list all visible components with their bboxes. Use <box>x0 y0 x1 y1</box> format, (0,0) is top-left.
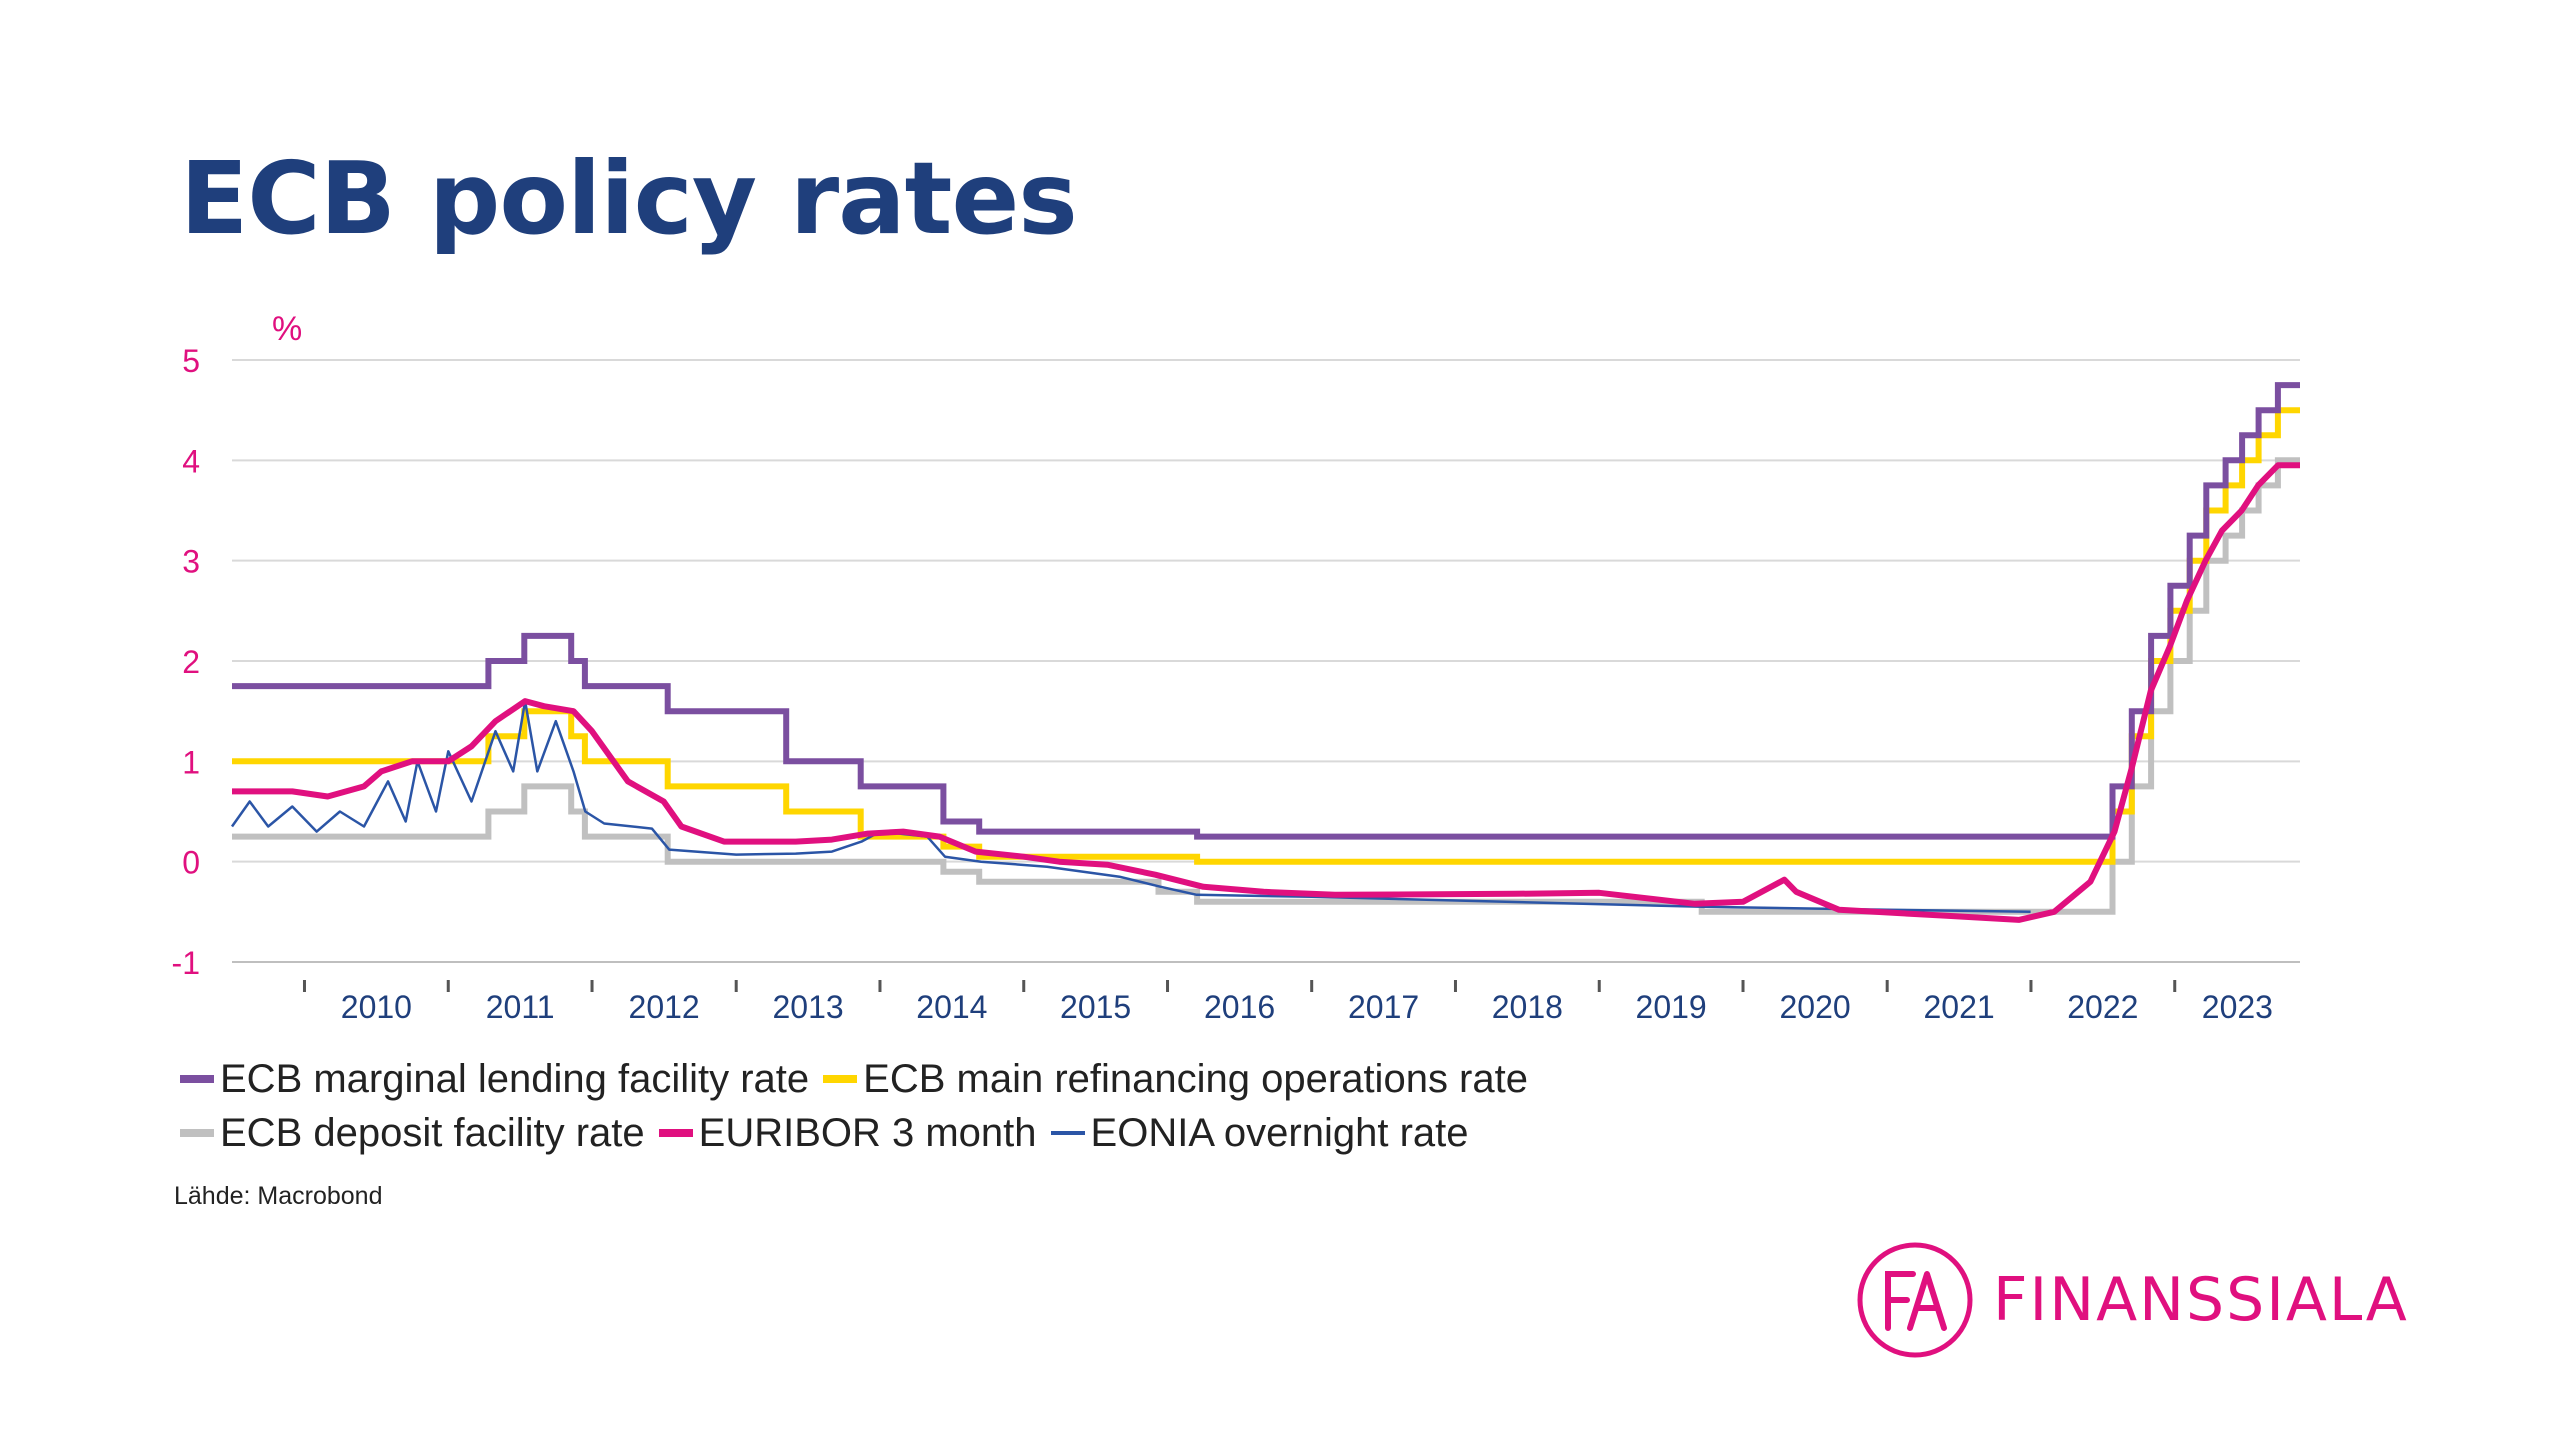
legend-swatch-purple <box>180 1075 214 1083</box>
legend-label: ECB main refinancing operations rate <box>863 1056 1528 1101</box>
series-line-eonia-overnight-rate <box>230 699 2031 914</box>
fa-monogram-icon <box>1857 1242 1973 1358</box>
legend-swatch-yellow <box>823 1075 858 1083</box>
x-tick-label: 2010 <box>341 989 412 1025</box>
finanssiala-logo: FINANSSIALA <box>1855 1240 2409 1360</box>
legend-swatch-grey <box>180 1129 214 1137</box>
x-tick-label: 2014 <box>916 989 987 1025</box>
legend-row-2: ECB deposit facility rate EURIBOR 3 mont… <box>180 1106 1542 1160</box>
axes: 5 4 3 2 1 0 -1 2010 2011 2012 2013 2014 2015 2016 2017… <box>172 343 2273 1025</box>
series-lines <box>230 382 2300 923</box>
y-tick-label: 2 <box>182 644 200 680</box>
x-tick-label: 2012 <box>629 989 700 1025</box>
y-tick-label: 0 <box>182 845 200 881</box>
x-tick-label: 2015 <box>1060 989 1131 1025</box>
gridlines <box>232 359 2300 963</box>
x-tick-label: 2021 <box>1923 989 1994 1025</box>
y-tick-label: -1 <box>172 945 200 981</box>
y-tick-label: 5 <box>182 343 200 379</box>
y-axis-unit-label: % <box>272 310 302 348</box>
x-tick-label: 2023 <box>2202 989 2273 1025</box>
x-tick-label: 2022 <box>2067 989 2138 1025</box>
legend-label: EURIBOR 3 month <box>698 1110 1037 1155</box>
x-tick-label: 2020 <box>1780 989 1851 1025</box>
legend-item-deposit-facility: ECB deposit facility rate <box>180 1111 645 1156</box>
source-note: Lähde: Macrobond <box>174 1182 383 1210</box>
policy-rates-chart: 5 4 3 2 1 0 -1 2010 2011 2012 2013 2014 2015 2016 2017… <box>172 310 2300 1025</box>
chart-legend: ECB marginal lending facility rate ECB m… <box>180 1052 1542 1160</box>
y-tick-label: 4 <box>182 443 200 479</box>
series-line-euribor-3-month <box>232 462 2300 923</box>
y-tick-label: 3 <box>182 544 200 580</box>
legend-item-marginal-lending: ECB marginal lending facility rate <box>180 1057 809 1102</box>
x-tick-label: 2013 <box>772 989 843 1025</box>
legend-item-euribor: EURIBOR 3 month <box>658 1110 1037 1156</box>
x-tick-label: 2011 <box>486 989 555 1025</box>
logo-wordmark: FINANSSIALA <box>1993 1265 2409 1335</box>
legend-label: EONIA overnight rate <box>1090 1110 1469 1155</box>
series-line-ecb-deposit-facility-rate <box>232 457 2300 915</box>
page-title: ECB policy rates <box>180 140 1078 257</box>
legend-swatch-magenta <box>658 1129 693 1137</box>
y-tick-label: 1 <box>182 744 200 780</box>
legend-item-main-refinancing: ECB main refinancing operations rate <box>823 1057 1528 1102</box>
legend-item-eonia: EONIA overnight rate <box>1050 1110 1469 1156</box>
series-line-ecb-marginal-lending-facility-rate <box>232 382 2300 840</box>
x-tick-label: 2016 <box>1204 989 1275 1025</box>
legend-label: ECB marginal lending facility rate <box>220 1056 810 1101</box>
legend-label: ECB deposit facility rate <box>220 1110 645 1155</box>
legend-row-1: ECB marginal lending facility rate ECB m… <box>180 1052 1542 1106</box>
x-tick-label: 2018 <box>1492 989 1563 1025</box>
x-tick-label: 2019 <box>1636 989 1707 1025</box>
x-tick-label: 2017 <box>1348 989 1419 1025</box>
legend-swatch-blue <box>1050 1131 1085 1135</box>
